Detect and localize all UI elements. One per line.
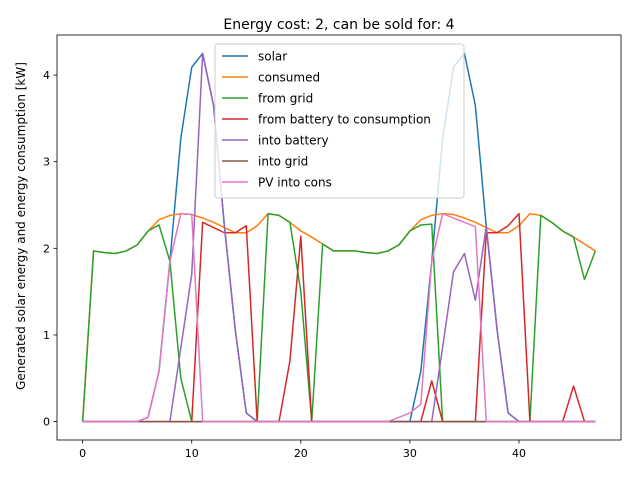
x-tick-label-3: 30 [403,447,417,460]
x-tick-label-1: 10 [185,447,199,460]
legend-box [214,43,465,199]
series-line-6 [82,212,596,423]
y-tick-label-2: 2 [43,242,50,255]
legend-label-1: consumed [258,71,320,85]
legend-label-2: from grid [258,92,313,106]
plot-area: 0 10 20 30 40 0 1 2 3 4 [43,52,597,460]
y-tick-label-4: 4 [43,69,50,82]
legend-label-0: solar [258,50,287,64]
legend-label-6: PV into cons [258,176,332,190]
x-tick-label-2: 20 [294,447,308,460]
y-tick-label-0: 0 [43,416,50,429]
legend-label-3: from battery to consumption [258,113,431,127]
legend-label-5: into grid [258,155,308,169]
y-tick-label-3: 3 [43,156,50,169]
y-tick-label-1: 1 [43,329,50,342]
legend-label-4: into battery [258,134,329,148]
chart-title: Energy cost: 2, can be sold for: 4 [223,17,454,33]
x-tick-label-0: 0 [79,447,86,460]
plot-frame [56,34,622,441]
legend: solar consumed from grid from battery to co… [214,43,465,199]
x-tick-label-4: 40 [512,447,526,460]
y-axis-title: Generated solar energy and energy consum… [14,62,28,390]
